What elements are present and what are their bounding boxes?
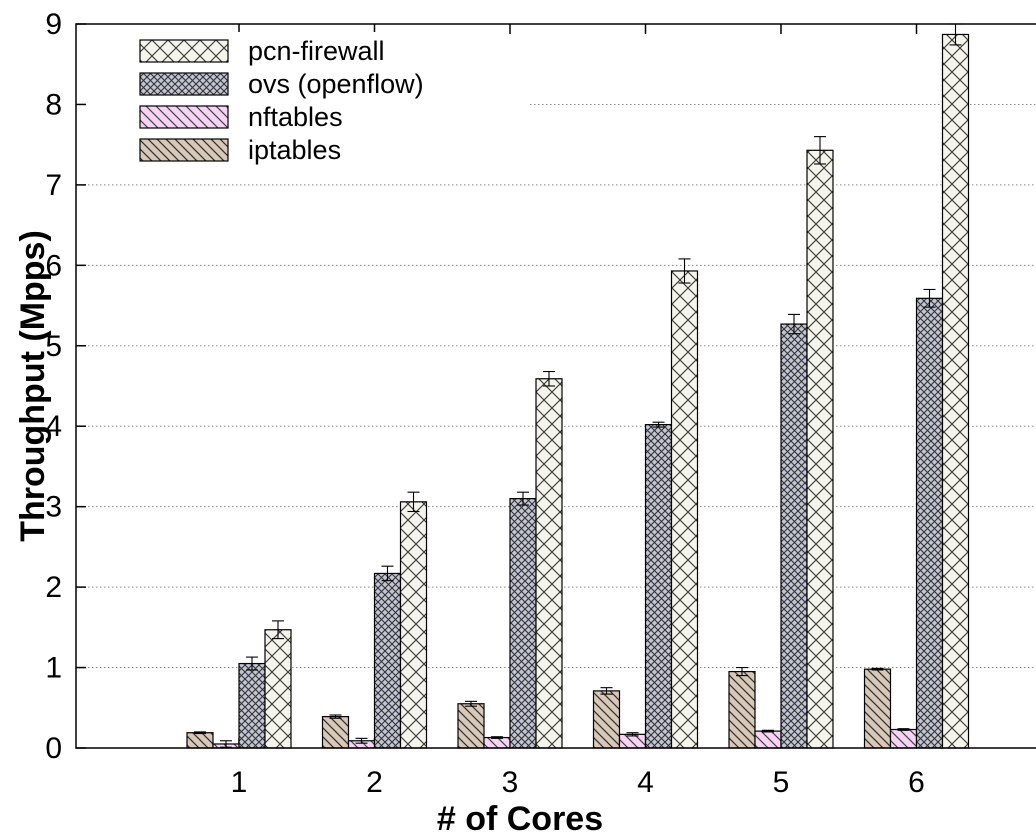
legend-swatch bbox=[139, 39, 229, 63]
bar-ovs-openflow- bbox=[238, 662, 266, 749]
y-tick-label: 8 bbox=[45, 88, 62, 121]
bar-iptables bbox=[592, 690, 621, 749]
plot-frame bbox=[75, 23, 1036, 749]
bar-iptables bbox=[728, 670, 756, 749]
legend-swatch bbox=[139, 105, 229, 129]
x-tick-label: 2 bbox=[366, 766, 383, 799]
bar-nftables bbox=[754, 730, 782, 749]
bar-nftables bbox=[483, 736, 511, 749]
bars bbox=[186, 23, 970, 749]
bar-nftables bbox=[889, 728, 918, 749]
bar-ovs-openflow- bbox=[644, 424, 673, 749]
x-tick-label: 4 bbox=[637, 766, 654, 799]
x-axis-title: # of Cores bbox=[437, 800, 603, 838]
bar-iptables bbox=[457, 703, 485, 749]
legend-label: nftables bbox=[248, 102, 343, 132]
bar-iptables bbox=[186, 732, 214, 749]
x-tick-label: 1 bbox=[231, 766, 248, 799]
y-tick-label: 1 bbox=[45, 652, 62, 685]
legend-label: pcn-firewall bbox=[248, 36, 385, 66]
y-tick-label: 4 bbox=[45, 410, 62, 443]
bar-ovs-openflow- bbox=[780, 323, 808, 749]
y-axis-title: Throughput (Mpps) bbox=[14, 230, 52, 542]
x-tick-label: 3 bbox=[502, 766, 519, 799]
legend-swatch bbox=[139, 72, 229, 96]
y-tick-label: 6 bbox=[45, 249, 62, 282]
bar-pcn-firewall bbox=[264, 629, 292, 749]
y-tick-label: 5 bbox=[45, 330, 62, 363]
y-tick-label: 2 bbox=[45, 571, 62, 604]
bar-pcn-firewall bbox=[535, 378, 563, 749]
legend-label: iptables bbox=[248, 135, 341, 165]
y-axis-ticks: 0 1 2 3 4 5 6 7 8 9 bbox=[45, 8, 86, 765]
y-tick-label: 7 bbox=[45, 169, 62, 202]
bar-pcn-firewall bbox=[806, 149, 834, 749]
bar-pcn-firewall bbox=[399, 501, 428, 749]
bar-iptables bbox=[321, 716, 350, 749]
bar-ovs-openflow- bbox=[509, 498, 537, 749]
bar-pcn-firewall bbox=[941, 33, 970, 749]
bar-pcn-firewall bbox=[670, 270, 699, 749]
y-tick-label: 3 bbox=[45, 491, 62, 524]
legend-label: ovs (openflow) bbox=[248, 69, 424, 99]
bar-ovs-openflow- bbox=[915, 297, 944, 749]
bar-iptables bbox=[863, 668, 892, 749]
x-tick-label: 6 bbox=[908, 766, 925, 799]
legend-swatch bbox=[139, 138, 229, 162]
y-tick-label: 0 bbox=[45, 732, 62, 765]
bar-ovs-openflow- bbox=[373, 572, 402, 749]
y-tick-label: 9 bbox=[45, 8, 62, 41]
x-tick-label: 5 bbox=[773, 766, 790, 799]
